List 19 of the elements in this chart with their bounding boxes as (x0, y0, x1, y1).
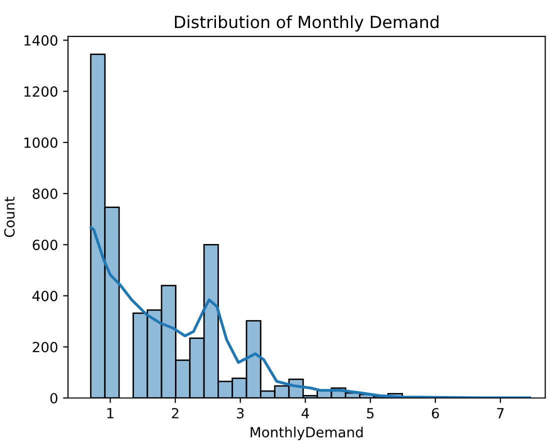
chart-title: Distribution of Monthly Demand (174, 15, 438, 32)
x-tick-label: 4 (302, 408, 309, 418)
y-tick-label: 0 (50, 392, 58, 404)
y-axis-title: Count (4, 196, 15, 238)
y-tick-label: 200 (32, 342, 58, 352)
y-tick-label: 1000 (24, 137, 58, 148)
x-tick-label: 5 (367, 408, 374, 418)
x-tick-label: 7 (497, 408, 504, 418)
x-tick-label: 3 (236, 408, 244, 418)
y-tick-label: 800 (32, 188, 58, 200)
x-axis-title: MonthlyDemand (250, 426, 363, 440)
y-tick-label: 600 (32, 240, 58, 250)
y-tick-label: 1200 (24, 86, 58, 97)
y-tick-label: 1400 (24, 35, 58, 46)
line-series (90, 226, 532, 398)
x-tick-label: 6 (432, 408, 439, 418)
x-tick-label: 1 (107, 408, 114, 418)
x-tick-label: 2 (172, 408, 178, 418)
y-tick-label: 400 (32, 290, 58, 302)
